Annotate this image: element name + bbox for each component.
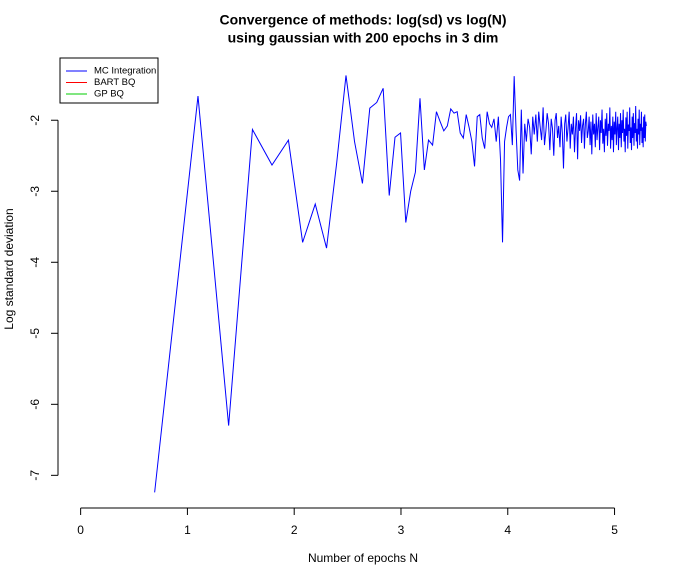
x-tick-label: 4 xyxy=(504,523,511,537)
chart-title: Convergence of methods: log(sd) vs log(N… xyxy=(219,12,506,28)
legend-label: BART BQ xyxy=(94,77,135,88)
legend-label: GP BQ xyxy=(94,89,124,100)
y-tick-label: -7 xyxy=(28,470,42,481)
data-line xyxy=(154,75,647,493)
y-tick-label: -3 xyxy=(28,186,42,197)
y-tick-label: -6 xyxy=(28,399,42,410)
x-tick-label: 1 xyxy=(184,523,191,537)
y-tick-label: -5 xyxy=(28,328,42,339)
legend-label: MC Integration xyxy=(94,66,156,77)
y-axis-label: Log standard deviation xyxy=(2,208,16,329)
chart-subtitle: using gaussian with 200 epochs in 3 dim xyxy=(228,30,499,46)
y-tick-label: -2 xyxy=(28,115,42,126)
x-tick-label: 0 xyxy=(77,523,84,537)
x-tick-label: 5 xyxy=(611,523,618,537)
y-tick-label: -4 xyxy=(28,257,42,268)
x-axis-label: Number of epochs N xyxy=(308,551,418,565)
x-tick-label: 2 xyxy=(291,523,298,537)
legend-box xyxy=(59,57,159,104)
x-tick-label: 3 xyxy=(398,523,405,537)
